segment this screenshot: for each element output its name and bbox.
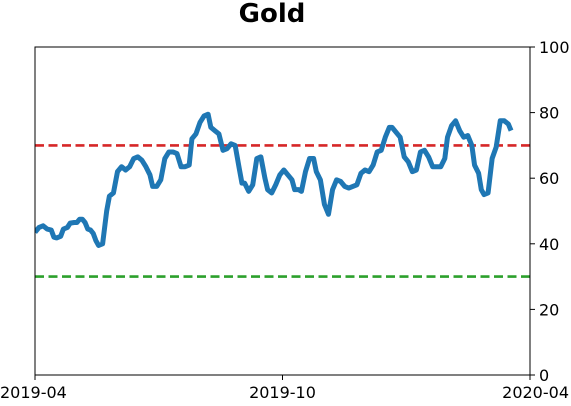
chart-title: Gold — [239, 0, 306, 29]
series-layer — [35, 111, 514, 248]
plot-frame — [34, 46, 531, 376]
x-tick-label: 2020-04 — [502, 383, 569, 402]
reference-lines — [35, 144, 530, 278]
series-line-0 — [35, 111, 514, 248]
y-tick-label: 100 — [539, 38, 570, 57]
y-tick-label: 20 — [539, 300, 559, 319]
y-tick-label: 0 — [539, 366, 549, 385]
x-tick-label: 2019-04 — [0, 383, 67, 402]
y-tick-label: 80 — [539, 104, 559, 123]
y-tick-label: 60 — [539, 169, 559, 188]
y-tick-label: 40 — [539, 235, 559, 254]
x-tick-label: 2019-10 — [249, 383, 316, 402]
tick-layer: 0 20 40 60 80 100 2019-04 2019-10 2020-04 — [0, 38, 570, 402]
axes-frame — [34, 46, 531, 376]
